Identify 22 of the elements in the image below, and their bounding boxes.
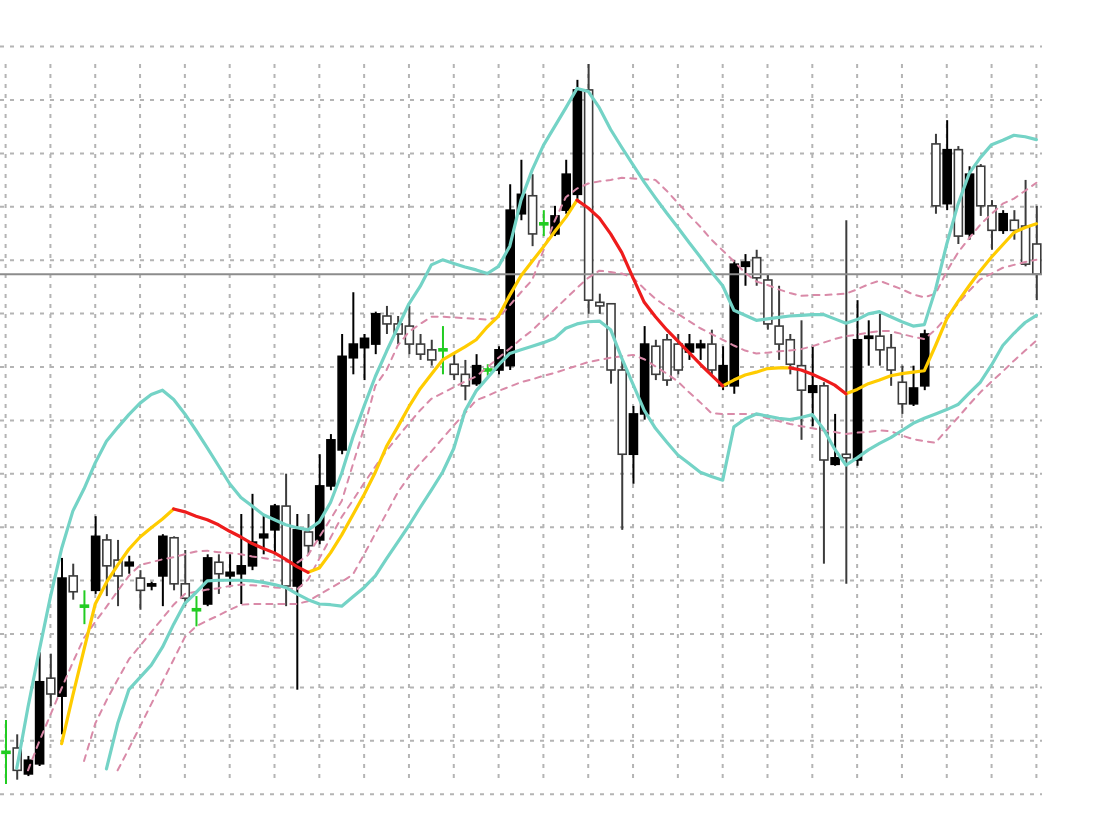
candlestick [841,219,852,585]
candlestick [79,589,90,626]
candlestick [258,513,269,556]
candlestick [830,412,840,467]
candlestick [303,513,314,556]
candlestick [998,209,1008,235]
candlestick [908,364,919,407]
candlestick [707,328,717,376]
candlestick [539,209,549,238]
candlestick [527,173,538,248]
candlestick [438,325,448,376]
candlestick [807,345,818,428]
candlestick [214,553,224,595]
candlestick [46,652,56,708]
candlestick [191,595,202,628]
candlestick [897,364,908,415]
candlestick [68,562,79,601]
candlestick [158,533,168,608]
candlestick [763,273,773,331]
candlestick [863,319,874,367]
candlestick [135,569,146,611]
candlestick [1,718,11,784]
